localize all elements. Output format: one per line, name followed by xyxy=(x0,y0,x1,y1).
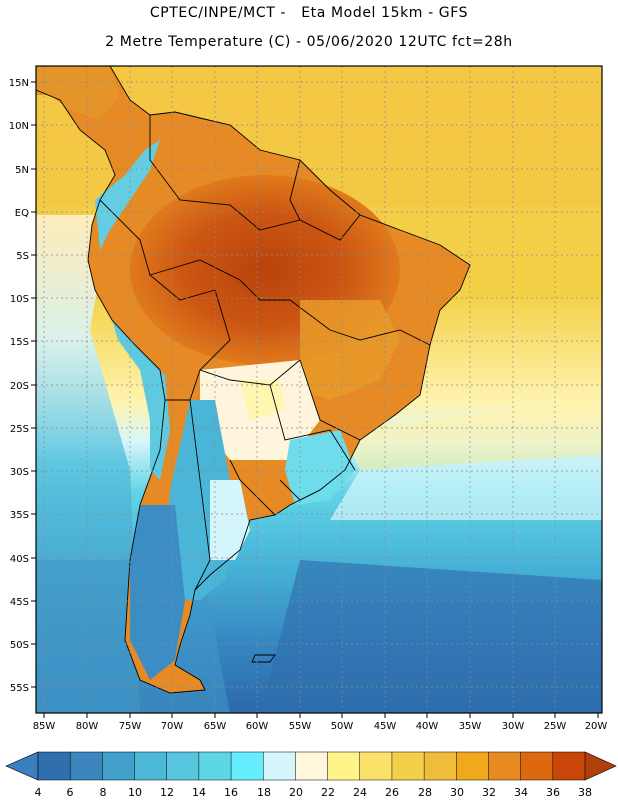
lat-label: 45S xyxy=(10,597,29,608)
colorbar-tick-label: 28 xyxy=(418,786,432,799)
colorbar-segment xyxy=(37,751,71,781)
colorbar-tick-label: 32 xyxy=(482,786,496,799)
colorbar-tick-label: 38 xyxy=(578,786,592,799)
colorbar-over-arrow xyxy=(584,751,617,781)
colorbar-segment xyxy=(456,751,490,781)
latitude-axis: 15N 10N 5N EQ 5S 10S 15S 20S 25S 30S 35S… xyxy=(9,78,36,694)
lon-label: 75W xyxy=(119,721,142,732)
colorbar-segment xyxy=(230,751,264,781)
lon-label: 70W xyxy=(161,721,184,732)
lat-label: 40S xyxy=(10,554,29,565)
lon-label: 20W xyxy=(585,721,608,732)
colorbar-tick-label: 36 xyxy=(546,786,560,799)
coastlines-and-borders xyxy=(36,66,471,694)
longitude-axis: 85W 80W 75W 70W 65W 60W 55W 50W 45W 40W … xyxy=(33,713,608,732)
colorbar-under-arrow xyxy=(5,751,39,781)
lat-label: 5N xyxy=(15,165,29,176)
map-title-line-1: CPTEC/INPE/MCT - Eta Model 15km - GFS xyxy=(149,5,469,21)
lat-label: 30S xyxy=(10,467,29,478)
map-title-line-2: 2 Metre Temperature (C) - 05/06/2020 12U… xyxy=(105,34,513,50)
lon-label: 60W xyxy=(246,721,269,732)
lat-label: 5S xyxy=(16,251,29,262)
colorbar-tick-label: 10 xyxy=(128,786,142,799)
colorbar-segment xyxy=(488,751,522,781)
lon-label: 65W xyxy=(204,721,227,732)
lat-label: 25S xyxy=(10,424,29,435)
lon-label: 35W xyxy=(459,721,482,732)
lon-label: 50W xyxy=(331,721,354,732)
map-frame xyxy=(35,65,603,714)
colorbar-segment xyxy=(69,751,103,781)
colorbar-tick-label: 20 xyxy=(289,786,303,799)
lat-label: 50S xyxy=(10,640,29,651)
colorbar-segment xyxy=(327,751,361,781)
colorbar-segment xyxy=(102,751,136,781)
colorbar-tick-label: 6 xyxy=(67,786,74,799)
lat-label: 15S xyxy=(10,337,29,348)
colorbar-segment xyxy=(166,751,200,781)
lon-label: 80W xyxy=(76,721,99,732)
colorbar-tick-label: 12 xyxy=(160,786,174,799)
colorbar-tick-label: 16 xyxy=(224,786,238,799)
lat-label: 20S xyxy=(10,381,29,392)
lat-label: EQ xyxy=(15,208,29,219)
lat-label: 10N xyxy=(9,121,29,132)
temperature-colorbar: 4 6 8 10 12 14 16 18 20 22 24 26 28 30 3… xyxy=(5,751,617,799)
colorbar-segment xyxy=(262,751,296,781)
colorbar-segment xyxy=(134,751,168,781)
lat-label: 35S xyxy=(10,510,29,521)
colorbar-segment xyxy=(552,751,586,781)
lat-label: 55S xyxy=(10,683,29,694)
lon-label: 55W xyxy=(289,721,312,732)
colorbar-tick-label: 8 xyxy=(100,786,107,799)
lon-label: 40W xyxy=(416,721,439,732)
colorbar-segment xyxy=(391,751,425,781)
south-america-landmass xyxy=(36,66,470,693)
colorbar-tick-label: 30 xyxy=(450,786,464,799)
lon-label: 85W xyxy=(33,721,56,732)
colorbar-segment xyxy=(198,751,232,781)
colorbar-segment xyxy=(295,751,329,781)
colorbar-tick-label: 4 xyxy=(35,786,42,799)
lon-label: 25W xyxy=(544,721,567,732)
colorbar-tick-label: 24 xyxy=(353,786,367,799)
graticule xyxy=(36,66,602,713)
lat-label: 15N xyxy=(9,78,29,89)
colorbar-tick-label: 34 xyxy=(514,786,528,799)
lon-label: 30W xyxy=(502,721,525,732)
colorbar-tick-label: 26 xyxy=(385,786,399,799)
lat-label: 10S xyxy=(10,294,29,305)
colorbar-segment xyxy=(359,751,393,781)
colorbar-segment xyxy=(423,751,457,781)
colorbar-tick-label: 22 xyxy=(321,786,335,799)
colorbar-segment xyxy=(520,751,554,781)
lon-label: 45W xyxy=(374,721,397,732)
colorbar-tick-label: 14 xyxy=(192,786,206,799)
colorbar-tick-label: 18 xyxy=(257,786,271,799)
